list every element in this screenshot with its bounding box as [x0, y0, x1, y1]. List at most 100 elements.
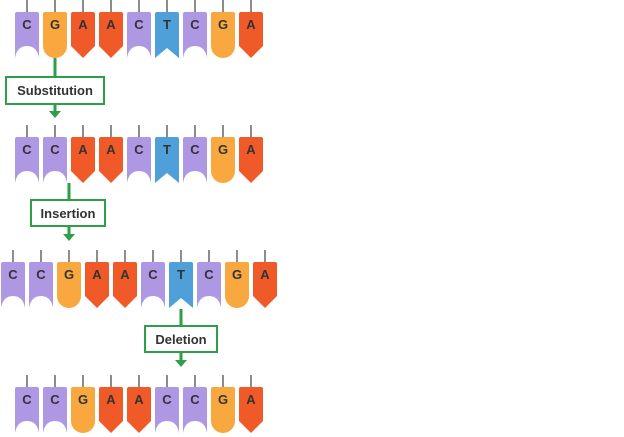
- base-letter: C: [204, 267, 214, 282]
- base-letter: A: [120, 267, 130, 282]
- base-shape: [99, 387, 123, 433]
- base-A: A: [99, 0, 123, 58]
- base-letter: A: [78, 142, 88, 157]
- base-G: G: [225, 250, 249, 308]
- base-shape: [43, 387, 67, 433]
- base-C: C: [141, 250, 165, 308]
- base-shape: [183, 137, 207, 183]
- mutation-arrow: [175, 309, 187, 367]
- insertion-label: Insertion: [30, 199, 106, 227]
- base-shape: [15, 387, 39, 433]
- base-shape: [99, 12, 123, 58]
- base-shape: [239, 137, 263, 183]
- base-letter: C: [190, 392, 200, 407]
- base-shape: [127, 387, 151, 433]
- base-A: A: [239, 375, 263, 433]
- base-letter: A: [134, 392, 144, 407]
- base-letter: G: [218, 17, 228, 32]
- base-C: C: [15, 0, 39, 58]
- base-letter: C: [50, 142, 60, 157]
- base-shape: [239, 12, 263, 58]
- base-letter: C: [22, 17, 32, 32]
- base-C: C: [43, 375, 67, 433]
- base-shape: [85, 262, 109, 308]
- base-C: C: [183, 375, 207, 433]
- base-T: T: [169, 250, 193, 308]
- base-shape: [155, 387, 179, 433]
- base-A: A: [71, 0, 95, 58]
- base-G: G: [211, 125, 235, 183]
- base-letter: C: [190, 142, 200, 157]
- base-C: C: [15, 125, 39, 183]
- base-letter: C: [190, 17, 200, 32]
- base-shape: [211, 387, 235, 433]
- base-letter: C: [22, 142, 32, 157]
- base-shape: [127, 12, 151, 58]
- base-shape: [141, 262, 165, 308]
- base-letter: A: [92, 267, 102, 282]
- base-letter: G: [218, 142, 228, 157]
- base-letter: G: [50, 17, 60, 32]
- base-shape: [1, 262, 25, 308]
- base-letter: T: [163, 17, 171, 32]
- base-A: A: [99, 375, 123, 433]
- base-C: C: [127, 0, 151, 58]
- base-shape: [71, 387, 95, 433]
- base-letter: A: [260, 267, 270, 282]
- base-shape: [43, 12, 67, 58]
- base-C: C: [155, 375, 179, 433]
- base-letter: C: [8, 267, 18, 282]
- base-letter: G: [232, 267, 242, 282]
- base-shape: [15, 137, 39, 183]
- arrow-head-icon: [175, 360, 187, 367]
- base-C: C: [183, 0, 207, 58]
- base-T: T: [155, 0, 179, 58]
- base-shape: [155, 12, 179, 58]
- base-letter: A: [106, 17, 116, 32]
- base-shape: [57, 262, 81, 308]
- base-letter: A: [106, 392, 116, 407]
- base-C: C: [183, 125, 207, 183]
- base-A: A: [85, 250, 109, 308]
- substitution-label: Substitution: [5, 76, 105, 105]
- base-letter: T: [177, 267, 185, 282]
- base-A: A: [99, 125, 123, 183]
- base-A: A: [127, 375, 151, 433]
- base-letter: A: [246, 392, 256, 407]
- base-shape: [253, 262, 277, 308]
- base-shape: [71, 137, 95, 183]
- base-shape: [127, 137, 151, 183]
- deletion-label: Deletion: [144, 325, 218, 353]
- base-shape: [99, 137, 123, 183]
- base-A: A: [113, 250, 137, 308]
- base-C: C: [127, 125, 151, 183]
- arrow-head-icon: [63, 234, 75, 241]
- base-shape: [155, 137, 179, 183]
- base-letter: C: [22, 392, 32, 407]
- base-A: A: [239, 125, 263, 183]
- base-shape: [197, 262, 221, 308]
- base-shape: [71, 12, 95, 58]
- base-shape: [211, 12, 235, 58]
- base-A: A: [253, 250, 277, 308]
- base-G: G: [57, 250, 81, 308]
- base-shape: [15, 12, 39, 58]
- base-shape: [211, 137, 235, 183]
- base-shape: [169, 262, 193, 308]
- base-letter: G: [78, 392, 88, 407]
- base-C: C: [15, 375, 39, 433]
- base-letter: G: [64, 267, 74, 282]
- base-C: C: [1, 250, 25, 308]
- base-C: C: [43, 125, 67, 183]
- base-G: G: [43, 0, 67, 58]
- base-letter: C: [162, 392, 172, 407]
- base-shape: [183, 12, 207, 58]
- base-letter: C: [50, 392, 60, 407]
- base-shape: [225, 262, 249, 308]
- arrow-head-icon: [49, 111, 61, 118]
- base-G: G: [71, 375, 95, 433]
